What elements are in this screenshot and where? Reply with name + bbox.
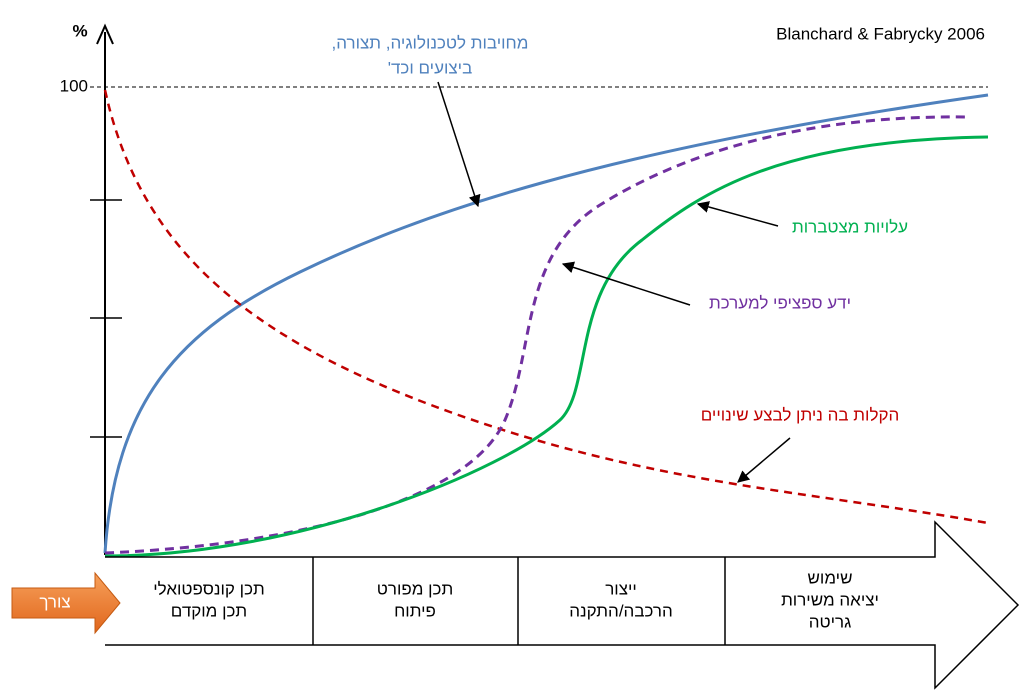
commitment-curve	[103, 93, 989, 554]
y-axis-arrow	[96, 23, 114, 45]
knowledge-label: ידע ספציפי למערכת	[709, 293, 851, 312]
phase-label: הרכבה/התקנה	[569, 601, 673, 620]
commitment-label: ביצועים וכד'	[388, 58, 473, 77]
phase-label: תכן מפורט	[377, 579, 453, 598]
phase-label: גריטה	[809, 612, 852, 631]
phase-label: תכן מוקדם	[171, 601, 247, 620]
phase-labels: תכן קונספטואלי תכן מוקדם תכן מפורט פיתוח ייצ…	[153, 568, 879, 631]
phase-label: שימוש	[808, 568, 853, 587]
phase-label: תכן קונספטואלי	[153, 579, 265, 598]
need-label: צורך	[39, 592, 70, 611]
pointers	[437, 81, 791, 483]
costs-label: עלויות מצטברות	[792, 217, 908, 236]
phase-dividers	[312, 557, 726, 645]
ease-of-change-curve	[103, 89, 989, 525]
source: Blanchard & Fabrycky 2006	[776, 24, 985, 43]
costs-curve	[104, 135, 989, 558]
y-axis-label: %	[72, 21, 87, 40]
commitment-label: מחויבות לטכנולוגיה, תצורה,	[332, 33, 529, 52]
knowledge-curve	[104, 115, 966, 555]
y-tick-label: 100	[60, 76, 88, 95]
phases-arrow	[105, 520, 1020, 690]
need-arrow	[11, 571, 121, 635]
phase-label: ייצור	[605, 579, 637, 598]
ease-of-change-label: הקלות בה ניתן לבצע שינויים	[701, 405, 900, 424]
phase-label: פיתוח	[394, 601, 436, 620]
phase-label: יציאה משירות	[781, 590, 879, 609]
y-ticks	[90, 199, 122, 438]
